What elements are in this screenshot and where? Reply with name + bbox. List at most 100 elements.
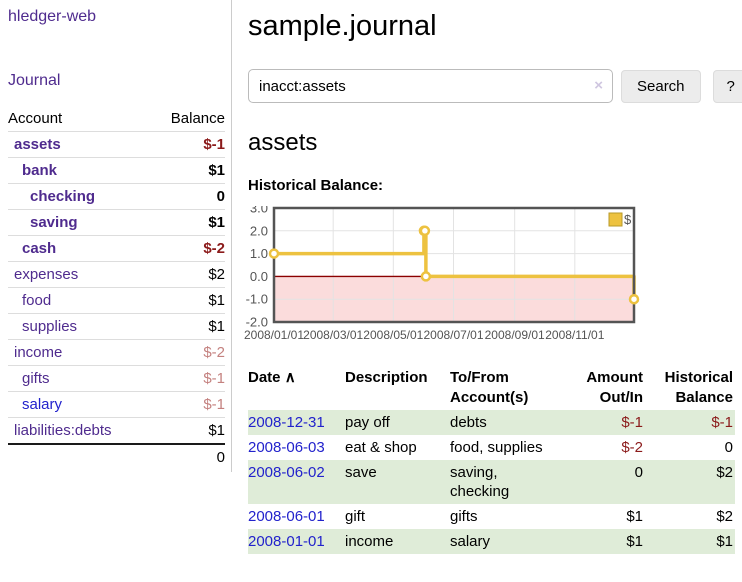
svg-text:2008/11/01: 2008/11/01 <box>545 328 604 342</box>
register-cell: debts <box>450 413 487 431</box>
sidebar-account-income[interactable]: income <box>14 344 63 361</box>
account-balance: $-1 <box>150 365 225 392</box>
search-input-wrapper: × <box>248 69 613 104</box>
account-balance: $1 <box>150 313 225 340</box>
sidebar-account-liabilities-debts[interactable]: liabilities:debts <box>14 422 112 439</box>
sidebar-account-bank[interactable]: bank <box>22 162 58 179</box>
register-row: 2008-06-03 eat & shop food, supplies $-2 0 <box>248 435 735 460</box>
register-cell: income <box>345 532 394 550</box>
account-row: income $-2 <box>8 339 225 366</box>
register-cell: pay off <box>345 413 390 431</box>
register-cell: $-1 <box>621 413 643 431</box>
register-header-row: Date ∧ Description To/From Account(s) Am… <box>248 366 735 410</box>
sidebar-account-supplies[interactable]: supplies <box>22 318 78 335</box>
register-cell: 0 <box>724 438 733 456</box>
svg-text:2008/01/01: 2008/01/01 <box>244 328 304 342</box>
svg-text:2.0: 2.0 <box>250 223 268 238</box>
register-date-cell: 2008-06-02 <box>248 460 345 504</box>
register-header-description: Description <box>345 368 428 386</box>
help-button[interactable]: ? <box>712 69 742 103</box>
register-cell: eat & shop <box>345 438 417 456</box>
account-balance: $-2 <box>150 339 225 366</box>
svg-text:2008/03/01: 2008/03/01 <box>303 328 363 342</box>
account-row: expenses $2 <box>8 261 225 288</box>
register-date-cell: 2008-06-03 <box>248 435 345 460</box>
accounts-total-value: 0 <box>150 443 225 470</box>
account-name-cell: saving <box>8 209 151 236</box>
account-name-cell: bank <box>8 157 151 184</box>
register-header-date-label: Date <box>248 368 281 386</box>
account-balance: $1 <box>150 157 225 184</box>
transaction-date-link[interactable]: 2008-06-01 <box>248 507 325 525</box>
account-row: salary $-1 <box>8 391 225 418</box>
account-balance: $-1 <box>150 131 225 158</box>
sidebar: hledger-web Journal Account Balance asse… <box>0 0 232 472</box>
register-cell: 0 <box>634 463 643 481</box>
svg-text:2008/09/01: 2008/09/01 <box>485 328 545 342</box>
register-cell: salary <box>450 532 491 550</box>
account-name-cell: cash <box>8 235 151 262</box>
transaction-date-link[interactable]: 2008-06-03 <box>248 438 325 456</box>
accounts-header-account: Account <box>8 106 151 132</box>
sidebar-account-salary[interactable]: salary <box>22 396 63 413</box>
accounts-header-balance: Balance <box>150 106 225 132</box>
account-balance: $-2 <box>150 235 225 262</box>
search-button[interactable]: Search <box>621 69 701 103</box>
account-name-cell: food <box>8 287 151 314</box>
register-row: 2008-12-31 pay off debts $-1 $-1 <box>248 409 735 435</box>
register-cell: $1 <box>626 532 643 550</box>
account-balance: $1 <box>150 417 225 445</box>
account-balance: 0 <box>150 183 225 210</box>
register-cell: $-1 <box>711 413 733 431</box>
transaction-date-link[interactable]: 2008-01-01 <box>248 532 325 550</box>
sidebar-account-expenses[interactable]: expenses <box>14 266 79 283</box>
sidebar-account-gifts[interactable]: gifts <box>22 370 50 387</box>
register-cell: gifts <box>450 507 478 525</box>
account-row: checking 0 <box>8 183 225 210</box>
sidebar-item-journal[interactable]: Journal <box>8 72 61 89</box>
register-cell: gift <box>345 507 366 525</box>
account-name-cell: salary <box>8 391 151 418</box>
account-balance: $-1 <box>150 391 225 418</box>
register-cell: save <box>345 463 377 481</box>
search-input[interactable] <box>248 69 613 104</box>
account-row: assets $-1 <box>8 131 225 158</box>
account-row: bank $1 <box>8 157 225 184</box>
brand-link[interactable]: hledger-web <box>8 8 97 25</box>
sidebar-account-cash[interactable]: cash <box>22 240 57 257</box>
svg-text:-1.0: -1.0 <box>246 292 268 307</box>
search-form: × Search ? <box>248 69 742 104</box>
hledger-web-app: hledger-web Journal Account Balance asse… <box>0 0 742 554</box>
sidebar-account-checking[interactable]: checking <box>30 188 96 205</box>
sidebar-account-food[interactable]: food <box>22 292 52 309</box>
svg-text:$: $ <box>624 212 632 227</box>
register-header-date[interactable]: Date ∧ <box>248 366 345 410</box>
transaction-date-link[interactable]: 2008-12-31 <box>248 413 325 431</box>
register-cell: saving, checking <box>450 463 510 500</box>
register-date-cell: 2008-12-31 <box>248 410 345 435</box>
svg-text:0.0: 0.0 <box>250 269 268 284</box>
account-row: liabilities:debts $1 <box>8 417 225 445</box>
register-row: 2008-01-01 income salary $1 $1 <box>248 528 735 554</box>
account-row: saving $1 <box>8 209 225 236</box>
register-row: 2008-06-02 save saving, checking 0 $2 <box>248 459 735 504</box>
svg-text:1.0: 1.0 <box>250 246 268 261</box>
clear-search-icon[interactable]: × <box>594 77 603 95</box>
account-name-cell: supplies <box>8 313 151 340</box>
sort-asc-icon: ∧ <box>284 368 296 386</box>
register-header-amount: Amount Out/In <box>586 368 643 406</box>
account-row: food $1 <box>8 287 225 314</box>
register-cell: $2 <box>716 463 733 481</box>
account-row: supplies $1 <box>8 313 225 340</box>
accounts-total-spacer <box>8 443 151 470</box>
accounts-table: Account Balance assets $-1 bank $1 checking 0… <box>8 106 225 470</box>
transaction-date-link[interactable]: 2008-06-02 <box>248 463 325 481</box>
svg-text:3.0: 3.0 <box>250 206 268 216</box>
sidebar-account-saving[interactable]: saving <box>30 214 78 231</box>
svg-text:-2.0: -2.0 <box>246 314 268 329</box>
sidebar-account-assets[interactable]: assets <box>14 136 61 153</box>
register-date-cell: 2008-01-01 <box>248 529 345 554</box>
svg-text:2008/05/01: 2008/05/01 <box>363 328 423 342</box>
register-cell: $1 <box>716 532 733 550</box>
